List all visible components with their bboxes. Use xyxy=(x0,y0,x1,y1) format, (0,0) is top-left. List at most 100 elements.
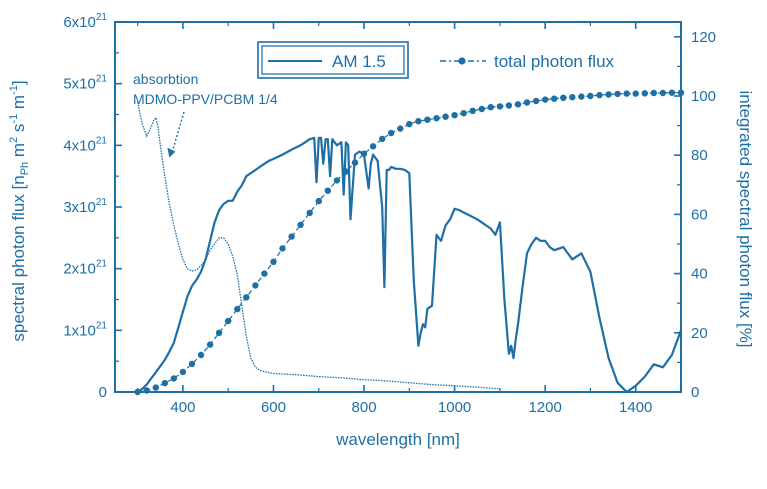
series-point-total-photon-flux xyxy=(514,101,522,108)
series-line-am15 xyxy=(136,136,683,394)
series-point-total-photon-flux xyxy=(560,94,567,102)
y-left-title-mid2: s xyxy=(9,124,28,137)
series-point-total-photon-flux xyxy=(197,351,205,359)
y-left-title-pre: spectral photon flux [n xyxy=(9,175,28,341)
y-left-tick-label: 5x1021 xyxy=(63,74,107,93)
y-left-title-mid1: m xyxy=(9,143,28,162)
x-tick-label: 1200 xyxy=(528,399,561,416)
y-right-tick-label: 120 xyxy=(691,29,716,46)
annotation-arrow xyxy=(171,111,185,152)
y-right-tick-label: 100 xyxy=(691,88,716,105)
series-point-total-photon-flux xyxy=(569,94,576,101)
series-point-total-photon-flux xyxy=(270,258,277,265)
y-left-tick-label: 2x1021 xyxy=(63,259,107,278)
y-left-title-sup2: -1 xyxy=(8,114,20,124)
series-line-absorption xyxy=(136,102,500,390)
y-left-tick-label: 6x1021 xyxy=(63,12,107,31)
annotation-line-2: MDMO-PPV/PCBM 1/4 xyxy=(133,91,278,107)
y-left-tick-label: 3x1021 xyxy=(63,197,107,216)
series-point-total-photon-flux xyxy=(179,368,187,376)
series-point-total-photon-flux xyxy=(188,360,196,368)
legend-label-total: total photon flux xyxy=(494,52,615,71)
axis-ticks-layer: 400 600 800 1000 1200 140001x10212x10213x1021… xyxy=(63,12,716,416)
series-point-total-photon-flux xyxy=(243,294,250,301)
annotation-arrow-head xyxy=(167,147,176,158)
series-point-total-photon-flux xyxy=(523,99,531,106)
y-left-axis-title: spectral photon flux [nPh m2 s-1 m-1] xyxy=(8,80,31,341)
x-tick-label: 600 xyxy=(261,399,286,416)
y-right-tick-label: 80 xyxy=(691,147,708,164)
series-point-total-photon-flux xyxy=(360,150,368,157)
legend-marker-total xyxy=(458,57,466,65)
series-point-total-photon-flux xyxy=(487,104,494,111)
y-left-title-mid3: m xyxy=(9,95,28,114)
x-tick-label: 800 xyxy=(352,399,377,416)
series-point-total-photon-flux xyxy=(460,110,467,117)
y-right-tick-label: 40 xyxy=(691,266,708,283)
y-right-tick-label: 0 xyxy=(691,384,699,401)
x-tick-label: 400 xyxy=(170,399,195,416)
series-point-total-photon-flux xyxy=(388,129,395,137)
series-point-total-photon-flux xyxy=(170,375,178,382)
series-point-total-photon-flux xyxy=(632,90,639,97)
absorption-series-layer xyxy=(136,102,500,390)
total-photon-flux-series-layer xyxy=(134,89,685,396)
series-point-total-photon-flux xyxy=(623,90,630,97)
series-point-total-photon-flux xyxy=(261,270,268,277)
series-point-total-photon-flux xyxy=(215,329,223,336)
y-left-tick-label: 4x1021 xyxy=(63,135,107,154)
y-right-axis-title: integrated spectral photon flux [%] xyxy=(736,90,755,347)
series-point-total-photon-flux xyxy=(496,103,504,110)
series-point-total-photon-flux xyxy=(297,221,304,228)
series-point-total-photon-flux xyxy=(324,187,331,194)
am15-series-layer xyxy=(136,136,683,394)
series-point-total-photon-flux xyxy=(578,93,585,100)
series-point-total-photon-flux xyxy=(234,305,241,313)
y-left-tick-label: 1x1021 xyxy=(63,320,107,339)
series-point-total-photon-flux xyxy=(451,112,458,119)
series-point-total-photon-flux xyxy=(315,197,322,205)
series-line-total-photon-flux xyxy=(137,92,681,393)
series-point-total-photon-flux xyxy=(532,97,540,105)
series-point-total-photon-flux xyxy=(542,96,549,103)
series-point-total-photon-flux xyxy=(252,282,259,289)
x-tick-label: 1000 xyxy=(438,399,471,416)
y-right-tick-label: 60 xyxy=(691,206,708,223)
y-left-title-sup3: -1 xyxy=(8,85,20,95)
series-point-total-photon-flux xyxy=(659,89,667,97)
absorption-annotation: absorbtion MDMO-PPV/PCBM 1/4 xyxy=(133,71,278,158)
series-point-total-photon-flux xyxy=(143,387,150,394)
series-point-total-photon-flux xyxy=(206,341,214,348)
series-point-total-photon-flux xyxy=(505,102,513,109)
series-point-total-photon-flux xyxy=(152,384,159,391)
series-point-total-photon-flux xyxy=(641,90,648,97)
legend-label-am15: AM 1.5 xyxy=(332,52,386,71)
y-left-title-sub: Ph xyxy=(19,162,31,175)
annotation-line-1: absorbtion xyxy=(133,71,198,87)
series-point-total-photon-flux xyxy=(369,143,377,150)
legend-box-am15 xyxy=(257,41,409,79)
series-point-total-photon-flux xyxy=(306,209,313,217)
y-left-tick-label: 0 xyxy=(99,384,107,401)
series-point-total-photon-flux xyxy=(351,159,359,166)
series-point-total-photon-flux xyxy=(596,91,603,99)
series-point-total-photon-flux xyxy=(406,120,413,128)
y-left-title-post: ] xyxy=(9,80,28,85)
series-point-total-photon-flux xyxy=(433,115,440,122)
series-point-total-photon-flux xyxy=(288,233,295,240)
series-point-total-photon-flux xyxy=(478,105,485,113)
series-point-total-photon-flux xyxy=(442,113,449,120)
series-point-total-photon-flux xyxy=(605,91,612,98)
x-axis-title: wavelength [nm] xyxy=(335,430,460,449)
series-point-total-photon-flux xyxy=(415,118,422,125)
y-right-tick-label: 20 xyxy=(691,325,708,342)
series-point-total-photon-flux xyxy=(614,90,621,98)
series-point-total-photon-flux xyxy=(551,95,558,102)
y-left-title-sup1: 2 xyxy=(8,137,20,143)
series-point-total-photon-flux xyxy=(397,125,404,132)
series-point-total-photon-flux xyxy=(161,379,168,387)
series-point-total-photon-flux xyxy=(469,107,476,115)
series-point-total-photon-flux xyxy=(379,135,386,143)
series-point-total-photon-flux xyxy=(225,317,232,325)
